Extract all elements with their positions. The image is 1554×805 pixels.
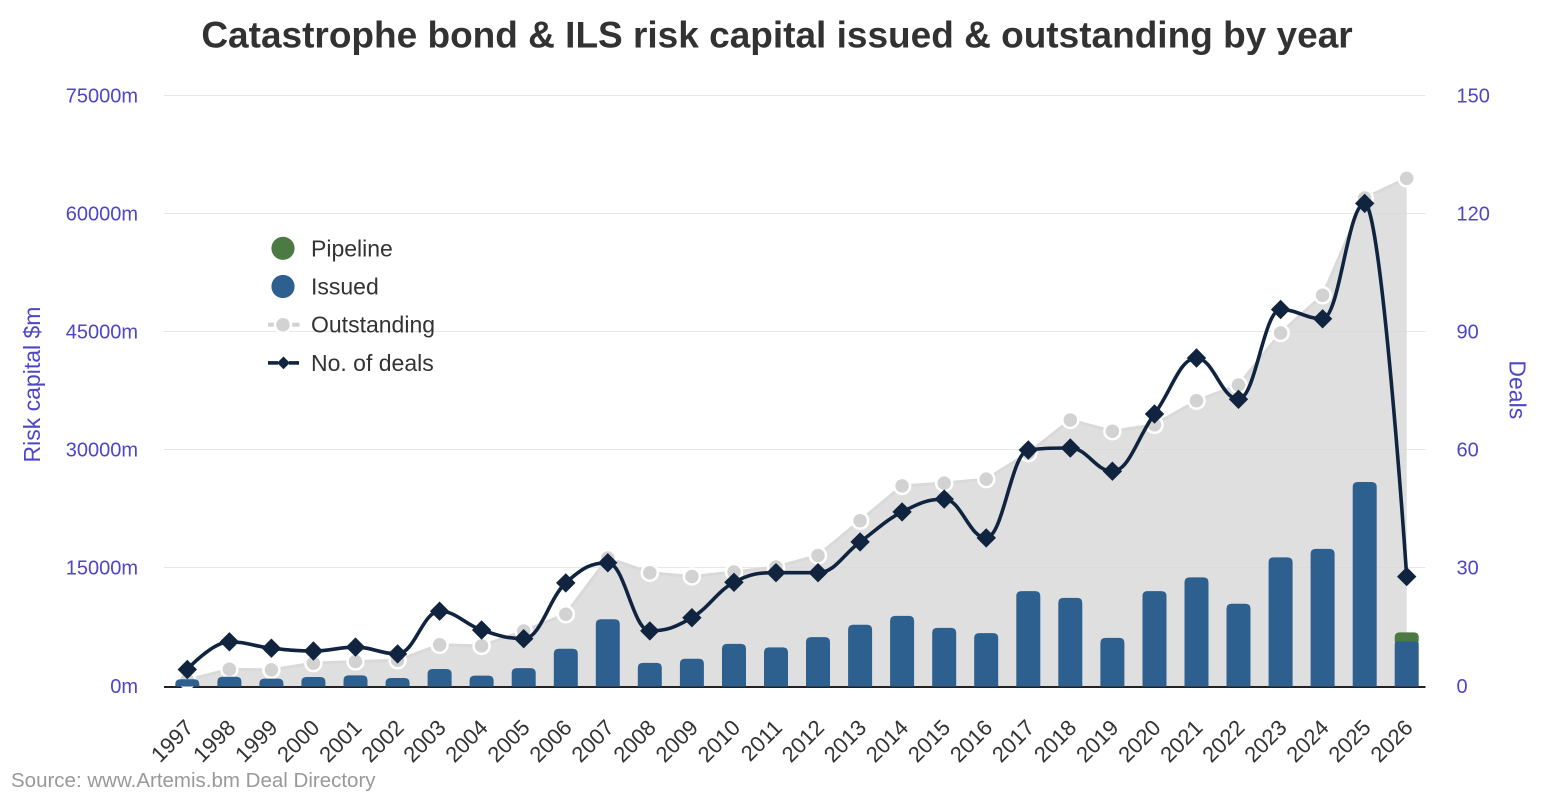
- svg-text:Risk capital $m: Risk capital $m: [19, 307, 45, 463]
- svg-text:120: 120: [1457, 204, 1490, 226]
- svg-text:15000m: 15000m: [66, 558, 138, 580]
- svg-text:Outstanding: Outstanding: [311, 312, 435, 338]
- svg-text:No. of deals: No. of deals: [311, 350, 434, 376]
- svg-text:Source: www.Artemis.bm Deal Di: Source: www.Artemis.bm Deal Directory: [11, 769, 376, 792]
- svg-text:75000m: 75000m: [66, 86, 138, 108]
- svg-text:45000m: 45000m: [66, 322, 138, 344]
- svg-text:Issued: Issued: [311, 274, 379, 300]
- svg-text:60: 60: [1457, 440, 1479, 462]
- svg-text:Deals: Deals: [1505, 360, 1531, 419]
- svg-text:0: 0: [1457, 676, 1468, 698]
- svg-text:90: 90: [1457, 322, 1479, 344]
- svg-text:Pipeline: Pipeline: [311, 235, 393, 261]
- svg-text:150: 150: [1457, 86, 1490, 108]
- svg-text:60000m: 60000m: [66, 204, 138, 226]
- svg-text:30000m: 30000m: [66, 440, 138, 462]
- svg-text:Catastrophe bond & ILS risk ca: Catastrophe bond & ILS risk capital issu…: [201, 15, 1352, 56]
- svg-text:0m: 0m: [110, 676, 138, 698]
- svg-text:30: 30: [1457, 558, 1479, 580]
